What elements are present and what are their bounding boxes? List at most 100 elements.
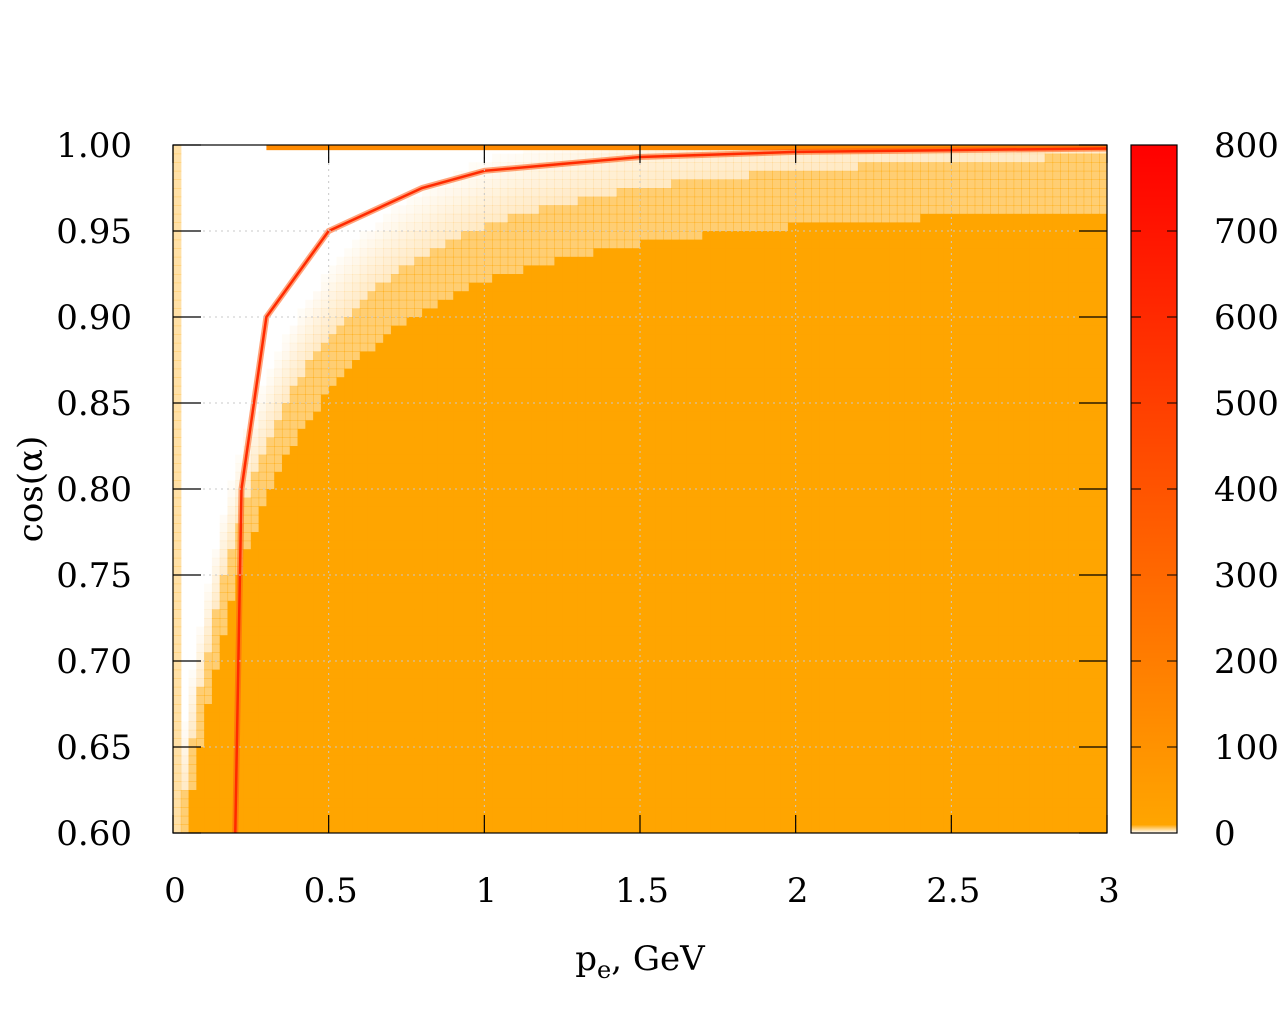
heat-cell bbox=[1013, 489, 1022, 499]
heat-cell bbox=[889, 351, 898, 361]
heat-cell bbox=[694, 385, 703, 395]
heat-cell bbox=[1029, 239, 1038, 249]
heat-cell bbox=[515, 360, 524, 370]
heat-cell bbox=[344, 514, 353, 524]
heat-cell bbox=[694, 523, 703, 533]
heat-cell bbox=[1091, 385, 1100, 395]
heat-cell bbox=[943, 420, 952, 430]
heat-cell bbox=[873, 188, 882, 198]
heat-cell bbox=[422, 282, 431, 292]
heat-cell bbox=[585, 394, 594, 404]
heat-cell bbox=[406, 299, 415, 309]
heat-cell bbox=[655, 274, 664, 284]
heat-cell bbox=[819, 403, 828, 413]
heat-cell bbox=[889, 231, 898, 241]
heat-cell bbox=[795, 549, 805, 559]
heat-cell bbox=[780, 514, 789, 524]
heat-cell bbox=[359, 489, 369, 499]
heat-cell bbox=[173, 145, 182, 155]
heat-cell bbox=[663, 471, 672, 481]
heat-cell bbox=[982, 377, 991, 387]
heat-cell bbox=[352, 291, 361, 301]
heat-cell bbox=[647, 170, 657, 180]
heat-cell bbox=[741, 385, 750, 395]
heat-cell bbox=[865, 170, 875, 180]
heat-cell bbox=[538, 514, 548, 524]
heat-cell bbox=[764, 317, 773, 327]
heat-cell bbox=[640, 274, 649, 284]
heat-cell bbox=[437, 420, 447, 430]
heat-cell bbox=[678, 299, 688, 309]
heat-cell bbox=[772, 188, 781, 198]
heat-cell bbox=[686, 170, 696, 180]
heat-cell bbox=[943, 317, 952, 327]
heat-cell bbox=[896, 317, 906, 327]
heat-cell bbox=[390, 342, 400, 352]
heat-cell bbox=[904, 170, 914, 180]
heat-cell bbox=[390, 299, 400, 309]
heat-cell bbox=[375, 248, 384, 258]
heat-cell bbox=[787, 437, 797, 447]
heat-cell bbox=[390, 231, 400, 241]
heat-cell bbox=[959, 420, 968, 430]
heat-cell bbox=[359, 299, 369, 309]
heat-cell bbox=[499, 394, 509, 404]
heat-cell bbox=[554, 205, 563, 215]
heat-cell bbox=[717, 446, 727, 456]
heat-cell bbox=[640, 291, 649, 301]
heat-cell bbox=[1075, 471, 1085, 481]
heat-cell bbox=[943, 256, 952, 266]
heat-cell bbox=[1044, 334, 1054, 344]
heat-cell bbox=[1060, 360, 1069, 370]
heat-cell bbox=[289, 437, 299, 447]
heat-cell bbox=[492, 205, 501, 215]
heat-cell bbox=[756, 299, 766, 309]
heat-cell bbox=[904, 489, 914, 499]
heat-cell bbox=[336, 385, 345, 395]
heat-cell bbox=[445, 256, 454, 266]
heat-cell bbox=[289, 514, 299, 524]
heat-cell bbox=[748, 428, 758, 438]
heat-cell bbox=[733, 256, 742, 266]
heat-cell bbox=[881, 540, 890, 550]
heat-cell bbox=[593, 420, 602, 430]
heat-cell bbox=[320, 317, 330, 327]
heat-cell bbox=[406, 454, 415, 464]
heat-cell bbox=[546, 446, 555, 456]
heat-cell bbox=[352, 317, 361, 327]
heat-cell bbox=[640, 248, 649, 258]
heat-cell bbox=[748, 231, 758, 241]
heat-cell bbox=[562, 342, 571, 352]
heat-cell bbox=[655, 170, 664, 180]
heat-cell bbox=[468, 282, 478, 292]
heat-cell bbox=[920, 265, 929, 275]
heat-cell bbox=[850, 523, 859, 533]
heat-cell bbox=[896, 325, 906, 335]
heat-cell bbox=[484, 256, 493, 266]
heat-cell bbox=[974, 205, 984, 215]
heat-cell bbox=[935, 489, 945, 499]
heat-cell bbox=[562, 420, 571, 430]
heat-cell bbox=[562, 394, 571, 404]
heat-cell bbox=[764, 222, 773, 232]
heat-cell bbox=[951, 394, 960, 404]
heat-cell bbox=[577, 196, 587, 206]
heat-cell bbox=[173, 489, 182, 499]
heat-cell bbox=[429, 248, 439, 258]
heat-cell bbox=[1075, 248, 1085, 258]
heat-cell bbox=[1083, 170, 1093, 180]
heat-cell bbox=[289, 480, 299, 490]
heat-cell bbox=[616, 463, 626, 473]
heat-cell bbox=[460, 205, 470, 215]
heat-cell bbox=[974, 351, 984, 361]
heat-cell bbox=[959, 256, 968, 266]
heat-cell bbox=[336, 299, 345, 309]
heat-cell bbox=[702, 231, 711, 241]
heat-cell bbox=[1044, 231, 1054, 241]
heat-cell bbox=[990, 514, 999, 524]
heat-cell bbox=[904, 213, 914, 223]
heat-cell bbox=[227, 514, 236, 524]
heat-cell bbox=[173, 428, 182, 438]
heat-cell bbox=[982, 446, 991, 456]
heat-cell bbox=[1005, 420, 1015, 430]
